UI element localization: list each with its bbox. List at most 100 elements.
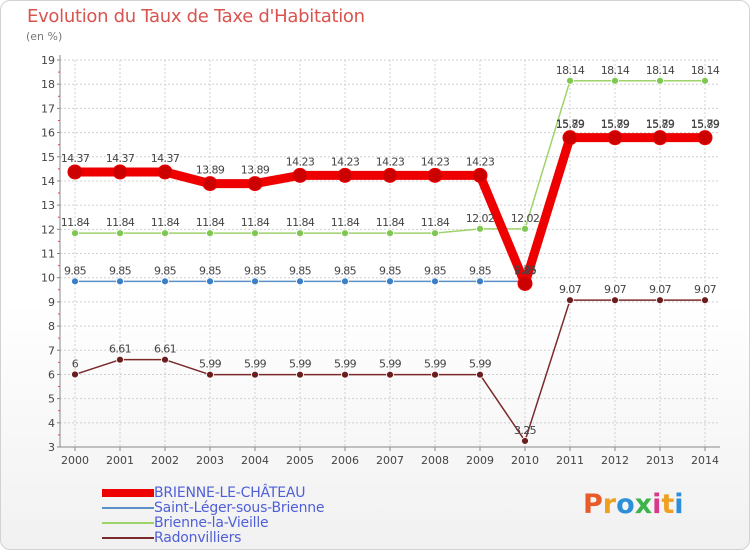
data-label: 9.85 (64, 264, 87, 277)
data-label: 11.84 (61, 216, 90, 229)
data-label: 18.14 (601, 64, 630, 77)
x-tick-label: 2003 (196, 454, 224, 467)
data-point (656, 76, 664, 85)
data-label: 14.23 (421, 155, 450, 168)
data-point (517, 275, 533, 291)
data-label: 11.84 (331, 216, 360, 229)
data-label: 6.61 (109, 343, 131, 356)
y-tick-label: 16 (41, 127, 55, 140)
data-point (697, 130, 713, 146)
data-label: 14.37 (106, 152, 135, 165)
y-tick-label: 7 (48, 344, 55, 357)
x-tick-label: 2011 (556, 454, 584, 467)
data-point (341, 277, 349, 286)
data-label: 5.99 (199, 358, 222, 371)
x-tick-label: 2009 (466, 454, 494, 467)
data-point (427, 167, 443, 183)
data-label: 15.79 (691, 118, 720, 131)
x-tick-label: 2006 (331, 454, 359, 467)
x-tick-label: 2001 (106, 454, 134, 467)
logo-letter: o (616, 489, 635, 520)
data-point (476, 224, 484, 233)
unit-label: (en %) (26, 30, 63, 43)
x-tick-label: 2002 (151, 454, 179, 467)
data-label: 9.07 (559, 283, 582, 296)
data-point (521, 437, 529, 445)
data-point (521, 224, 529, 233)
data-label: 15.89 (556, 118, 585, 131)
data-point (611, 296, 619, 305)
data-label: 15.79 (601, 118, 630, 131)
y-tick-label: 8 (48, 320, 55, 333)
legend-swatch (102, 522, 154, 524)
legend-label: BRIENNE-LE-CHÂTEAU (154, 485, 306, 501)
data-point (341, 370, 349, 379)
data-label: 5.99 (379, 358, 402, 371)
data-label: 9.85 (244, 264, 267, 277)
data-point (386, 370, 394, 379)
data-point (71, 370, 79, 379)
data-label: 14.37 (151, 152, 180, 165)
y-tick-label: 10 (41, 272, 55, 285)
data-point (341, 229, 349, 238)
y-tick-label: 12 (41, 223, 55, 236)
x-tick-label: 2008 (421, 454, 449, 467)
data-label: 5.99 (244, 358, 267, 371)
data-point (476, 370, 484, 379)
logo-letter: i (674, 489, 684, 520)
data-label: 9.85 (334, 264, 357, 277)
data-label: 9.85 (199, 264, 222, 277)
data-point (611, 76, 619, 85)
data-label: 9.07 (604, 283, 627, 296)
proxiti-logo[interactable]: Proxiti (583, 489, 684, 520)
data-point (701, 296, 709, 305)
data-point (562, 130, 578, 146)
x-tick-label: 2000 (61, 454, 89, 467)
y-tick-label: 17 (41, 102, 55, 115)
data-point (431, 229, 439, 238)
data-point (607, 130, 623, 146)
data-label: 9.85 (469, 264, 492, 277)
data-point (71, 277, 79, 286)
y-tick-label: 6 (48, 368, 55, 381)
data-label: 9.85 (379, 264, 402, 277)
data-label: 6.61 (154, 343, 176, 356)
x-tick-label: 2004 (241, 454, 269, 467)
logo-letter: t (661, 489, 675, 520)
data-point (71, 229, 79, 238)
data-label: 13.89 (241, 164, 270, 177)
y-tick-label: 11 (41, 248, 55, 261)
legend-label: Radonvilliers (154, 530, 242, 546)
data-point (296, 229, 304, 238)
data-label: 9.85 (289, 264, 312, 277)
data-point (251, 229, 259, 238)
data-label: 9.07 (649, 283, 672, 296)
data-label: 11.84 (286, 216, 315, 229)
data-point (161, 355, 169, 364)
data-point (112, 164, 128, 180)
logo-letter: r (602, 489, 617, 520)
data-point (566, 296, 574, 305)
data-point (251, 370, 259, 379)
data-point (116, 229, 124, 238)
legend-label: Brienne-la-Vieille (154, 515, 269, 531)
data-label: 6 (72, 357, 79, 370)
data-label: 18.14 (691, 64, 720, 77)
data-label: 11.84 (241, 216, 270, 229)
data-point (247, 176, 263, 192)
data-label: 5.99 (469, 358, 492, 371)
data-point (116, 355, 124, 364)
data-point (116, 277, 124, 286)
data-label: 14.23 (331, 155, 360, 168)
data-point (202, 176, 218, 192)
x-tick-label: 2010 (511, 454, 539, 467)
y-tick-label: 5 (48, 393, 55, 406)
data-label: 15.79 (646, 118, 675, 131)
data-point (472, 167, 488, 183)
data-point (161, 277, 169, 286)
data-label: 11.84 (421, 216, 450, 229)
x-tick-label: 2013 (646, 454, 674, 467)
data-point (382, 167, 398, 183)
legend-swatch (102, 507, 154, 509)
